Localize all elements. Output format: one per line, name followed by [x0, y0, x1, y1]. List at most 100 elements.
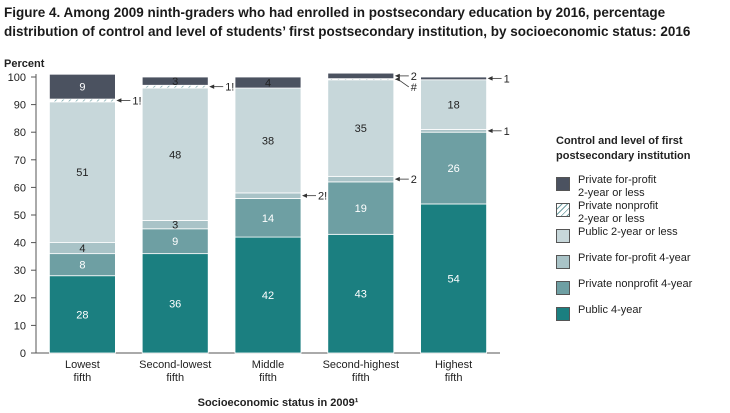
callout-arrowhead [302, 193, 307, 198]
y-tick-label: 30 [14, 265, 26, 277]
legend-swatch [556, 281, 570, 295]
bar-segment [141, 87, 209, 221]
bar-segment [234, 236, 302, 354]
data-label: 4 [265, 78, 271, 90]
data-label: 3 [172, 76, 178, 88]
y-tick-label: 90 [14, 100, 26, 112]
callout-label: 1 [504, 73, 510, 85]
data-label: 9 [172, 236, 178, 248]
data-label: 8 [79, 260, 85, 272]
callout-label: 1! [132, 95, 141, 107]
callout-arrowhead [209, 84, 215, 89]
bar-segment [49, 73, 116, 100]
y-tick-label: 50 [14, 210, 26, 222]
x-category-label: fifth [74, 372, 92, 384]
y-tick-label: 70 [14, 155, 26, 167]
legend-swatch [556, 307, 570, 321]
callout-label: 2! [318, 191, 327, 203]
bar-segment [420, 79, 488, 130]
callout-arrowhead [116, 98, 122, 103]
legend-item: Public 4-year [556, 304, 726, 330]
legend-item: Private nonprofit 4-year [556, 278, 726, 304]
legend-label: Private nonprofit 4-year [578, 278, 693, 290]
legend-swatch [556, 203, 570, 217]
x-category-label: fifth [259, 372, 277, 384]
x-category-label: Second-highest [323, 359, 399, 371]
legend-label: Private for-profit 2-year or less [578, 174, 657, 199]
x-category-label: Highest [435, 359, 472, 371]
callout-arrowhead [394, 176, 400, 182]
bar-segment [141, 253, 209, 354]
bar-segment [420, 129, 488, 133]
y-tick-label: 10 [14, 320, 26, 332]
callout-label: 2 [411, 71, 417, 83]
bar-segment [141, 228, 209, 255]
bar-segment [420, 131, 488, 205]
legend-item: Private for-profit 2-year or less [556, 174, 726, 200]
x-category-label: Second-lowest [139, 359, 211, 371]
x-axis-label: Socioeconomic status in 2009¹ [198, 397, 359, 409]
y-tick-label: 80 [14, 127, 26, 139]
callout-label: 1! [225, 82, 234, 94]
x-category-label: fifth [166, 372, 184, 384]
data-label: 35 [355, 123, 367, 135]
callout-arrowhead [487, 76, 493, 81]
bar-segment [420, 203, 488, 354]
y-tick-label: 60 [14, 182, 26, 194]
y-tick-label: 20 [14, 293, 26, 305]
bar-segment [234, 192, 302, 199]
data-label: 38 [262, 135, 274, 147]
bar-segment [420, 76, 488, 81]
bar-segment [327, 175, 395, 183]
data-label: 26 [447, 163, 459, 175]
x-category-label: fifth [352, 372, 370, 384]
y-tick-label: 0 [20, 348, 26, 360]
data-label: 48 [169, 149, 181, 161]
callout-arrowhead [394, 73, 400, 79]
y-tick-label: 100 [8, 72, 26, 84]
x-category-label: fifth [445, 372, 463, 384]
callout-label: # [411, 82, 418, 94]
callout-label: 2 [411, 174, 417, 186]
data-label: 4 [79, 243, 85, 255]
y-axis-label: Percent [4, 58, 45, 70]
data-label: 43 [355, 289, 367, 301]
callout-label: 1 [504, 126, 510, 138]
data-label: 54 [447, 273, 459, 285]
legend-swatch [556, 229, 570, 243]
bar-segment [234, 198, 302, 238]
data-label: 19 [355, 203, 367, 215]
title-line-1: Figure 4. Among 2009 ninth-graders who h… [4, 5, 666, 20]
bar-segment [327, 233, 395, 354]
data-label: 28 [76, 309, 88, 321]
legend-swatch [556, 177, 570, 191]
bar-segment [234, 76, 302, 89]
legend-label: Private for-profit 4-year [578, 252, 691, 264]
legend-label: Private nonprofit 2-year or less [578, 200, 659, 225]
x-category-label: Lowest [65, 359, 100, 371]
y-tick-label: 40 [14, 238, 26, 250]
bar-segment [327, 181, 395, 235]
bar-segment [141, 76, 209, 86]
data-label: 3 [172, 220, 178, 232]
bar-segment [327, 72, 395, 80]
chart-legend: Control and level of first postsecondary… [556, 134, 726, 330]
x-category-label: Middle [252, 359, 284, 371]
callout-arrowhead [487, 128, 493, 134]
bar-segment [49, 98, 116, 103]
legend-item: Public 2-year or less [556, 226, 726, 252]
legend-item: Private nonprofit 2-year or less [556, 200, 726, 226]
legend-item: Private for-profit 4-year [556, 252, 726, 278]
figure-title: Figure 4. Among 2009 ninth-graders who h… [4, 3, 726, 41]
bar-segment [49, 101, 116, 243]
data-label: 9 [79, 82, 85, 94]
bar-segment [327, 79, 395, 177]
data-label: 42 [262, 290, 274, 302]
data-label: 18 [447, 100, 459, 112]
legend-label: Public 4-year [578, 304, 643, 316]
legend-title: Control and level of first postsecondary… [556, 135, 691, 162]
title-line-2: distribution of control and level of stu… [4, 24, 691, 39]
data-label: 51 [76, 167, 88, 179]
data-label: 36 [169, 298, 181, 310]
